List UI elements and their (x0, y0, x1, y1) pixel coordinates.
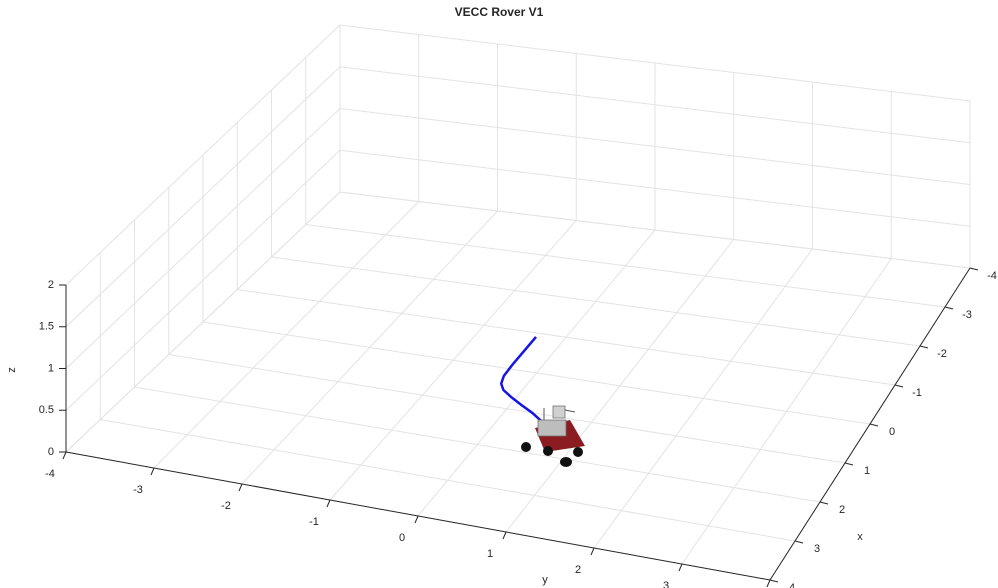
grid-line (506, 240, 734, 533)
y-tick-label: 1 (487, 548, 493, 560)
grid-line (682, 259, 891, 565)
y-tick (679, 564, 682, 571)
x-tick-label: -2 (937, 348, 947, 360)
rover-wheel (560, 457, 572, 467)
x-tick-label: 3 (814, 543, 820, 555)
y-tick-label: -2 (221, 500, 231, 512)
y-tick-label: 0 (399, 532, 405, 544)
grid-line (418, 230, 655, 516)
x-tick-label: 0 (889, 426, 895, 438)
y-axis-label: y (542, 574, 548, 586)
y-tick (503, 532, 506, 539)
grid-line (330, 221, 576, 501)
x-tick (795, 541, 803, 543)
grid-line (66, 150, 970, 410)
y-tick (591, 548, 594, 555)
grid-line (66, 25, 970, 285)
chart: VECC Rover V1 x y z -4 -3 -2 -1 0 1 2 3 4 -4 -3 -2 -… (0, 0, 998, 588)
z-tick-label: 1.5 (39, 321, 54, 333)
grid-line (66, 192, 970, 452)
y-tick-label: -1 (309, 516, 319, 528)
x-tick-label: 2 (839, 504, 845, 516)
z-axis-label: z (6, 367, 18, 373)
y-tick (151, 468, 154, 475)
rover-wheel (573, 447, 583, 457)
grid-line (594, 249, 813, 548)
rover-wheel (521, 442, 531, 452)
x-tick (920, 346, 928, 348)
rover-model (521, 406, 585, 467)
y-tick (239, 484, 242, 491)
x-tick-label: -3 (962, 309, 972, 321)
grid-line (66, 67, 970, 327)
y-tick (63, 452, 66, 459)
y-tick-label: -4 (45, 468, 55, 480)
y-tick (327, 500, 330, 507)
grid-line (66, 109, 970, 369)
x-tick (870, 424, 878, 426)
rover-wheel (543, 446, 553, 456)
x-tick-label: 1 (864, 465, 870, 477)
x-tick (770, 580, 778, 582)
x-tick-label: 4 (789, 582, 795, 588)
z-tick-label: 0 (48, 446, 54, 458)
x-tick-label: -4 (987, 270, 997, 282)
plot-area (501, 337, 546, 425)
chart-title: VECC Rover V1 (455, 5, 544, 19)
x-tick (970, 268, 978, 270)
x-tick (845, 463, 853, 465)
y-tick-label: 3 (663, 580, 669, 588)
rover-mast (553, 406, 565, 418)
rover-arm (565, 410, 575, 412)
trajectory-line (501, 337, 546, 425)
z-tick-label: 2 (48, 279, 54, 291)
grid-line (242, 211, 498, 484)
y-tick-label: 2 (575, 564, 581, 576)
y-tick-label: -3 (133, 484, 143, 496)
y-tick (415, 516, 418, 523)
x-axis-label: x (857, 531, 863, 543)
y-tick (767, 580, 770, 587)
x-tick (895, 385, 903, 387)
z-tick-label: 1 (48, 362, 54, 374)
x-tick (945, 307, 953, 309)
x-tick-label: -1 (912, 387, 922, 399)
rover-body (538, 420, 566, 436)
x-tick (820, 502, 828, 504)
z-tick-label: 0.5 (39, 404, 54, 416)
